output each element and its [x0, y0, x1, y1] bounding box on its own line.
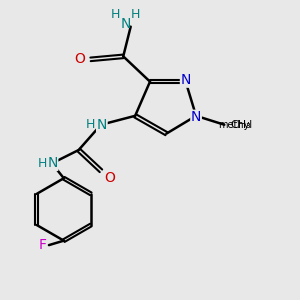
Text: N: N — [191, 110, 201, 124]
Text: N: N — [121, 17, 131, 31]
Text: N: N — [97, 118, 107, 132]
Text: O: O — [75, 52, 86, 66]
Text: H: H — [38, 157, 47, 170]
Text: O: O — [104, 171, 115, 185]
Text: H: H — [130, 8, 140, 21]
Text: H: H — [85, 118, 94, 131]
Text: N: N — [181, 73, 191, 87]
Text: H: H — [111, 8, 121, 21]
Text: methyl: methyl — [218, 120, 252, 130]
Text: CH₃: CH₃ — [231, 120, 252, 130]
Text: N: N — [47, 156, 58, 170]
Text: F: F — [38, 238, 46, 252]
